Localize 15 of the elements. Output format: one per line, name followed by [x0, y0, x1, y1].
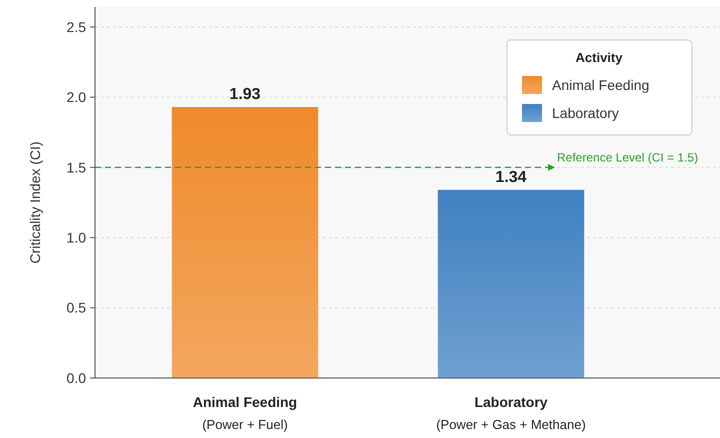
legend-label: Laboratory: [552, 104, 619, 121]
data-label: 1.34: [495, 168, 527, 186]
x-tick-label: Animal Feeding (Power + Fuel): [192, 394, 298, 432]
legend-label: Animal Feeding: [552, 76, 650, 93]
y-axis-title: Criticality Index (CI): [27, 141, 43, 264]
y-tick-label: 1.0: [66, 230, 86, 246]
y-tick-label: 0.5: [66, 300, 86, 316]
y-tick-label: 1.5: [66, 159, 86, 176]
data-label: 1.93: [229, 86, 261, 104]
y-tick-label: 2.5: [66, 18, 86, 35]
ref-line-label: Reference Level (CI = 1.5): [557, 150, 698, 164]
y-tick-label: 0.0: [66, 370, 86, 386]
y-tick-label: 2.0: [66, 89, 86, 106]
x-tick-label: Laboratory (Power + Gas + Methane): [436, 394, 586, 432]
legend-title: Activity: [576, 50, 624, 65]
